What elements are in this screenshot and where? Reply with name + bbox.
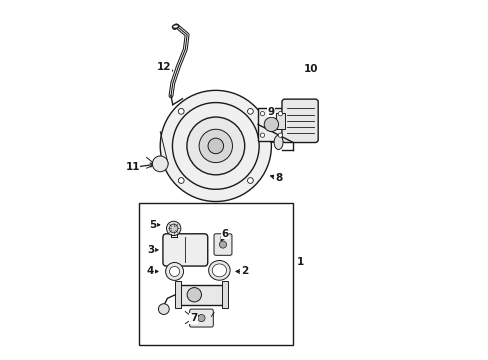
Text: 4: 4 <box>146 266 154 276</box>
Circle shape <box>264 117 278 132</box>
Circle shape <box>207 138 223 154</box>
FancyBboxPatch shape <box>189 309 213 327</box>
Text: 2: 2 <box>241 266 247 276</box>
Text: 6: 6 <box>221 229 228 239</box>
Circle shape <box>152 156 168 172</box>
Bar <box>258 108 285 140</box>
Text: 1: 1 <box>296 257 303 267</box>
Bar <box>222 281 227 308</box>
Circle shape <box>187 288 201 302</box>
Text: 12: 12 <box>156 62 171 72</box>
Circle shape <box>219 241 226 248</box>
Circle shape <box>160 90 271 202</box>
Bar <box>175 281 181 308</box>
Circle shape <box>198 315 204 321</box>
Circle shape <box>260 112 264 116</box>
Circle shape <box>260 133 264 137</box>
Text: 7: 7 <box>189 313 197 323</box>
Bar <box>139 203 292 345</box>
Circle shape <box>278 133 282 137</box>
FancyBboxPatch shape <box>282 99 318 143</box>
Ellipse shape <box>172 25 179 28</box>
Circle shape <box>158 304 169 315</box>
Text: 3: 3 <box>146 245 154 255</box>
Text: 10: 10 <box>303 64 317 74</box>
Circle shape <box>247 108 253 114</box>
FancyBboxPatch shape <box>214 234 231 255</box>
Circle shape <box>247 177 253 183</box>
Circle shape <box>278 112 282 116</box>
Bar <box>178 285 224 305</box>
Ellipse shape <box>208 261 230 280</box>
Text: 9: 9 <box>267 107 274 117</box>
Circle shape <box>178 108 183 114</box>
Circle shape <box>165 262 183 280</box>
Text: 8: 8 <box>274 173 282 183</box>
Ellipse shape <box>274 135 283 149</box>
Ellipse shape <box>212 264 226 277</box>
Circle shape <box>186 117 244 175</box>
Circle shape <box>166 221 181 235</box>
FancyBboxPatch shape <box>163 234 207 266</box>
Text: 11: 11 <box>125 162 140 172</box>
Circle shape <box>178 177 183 183</box>
Text: 5: 5 <box>149 220 156 230</box>
Bar <box>275 113 285 129</box>
Circle shape <box>169 266 179 276</box>
Circle shape <box>169 224 178 233</box>
Circle shape <box>199 129 232 163</box>
